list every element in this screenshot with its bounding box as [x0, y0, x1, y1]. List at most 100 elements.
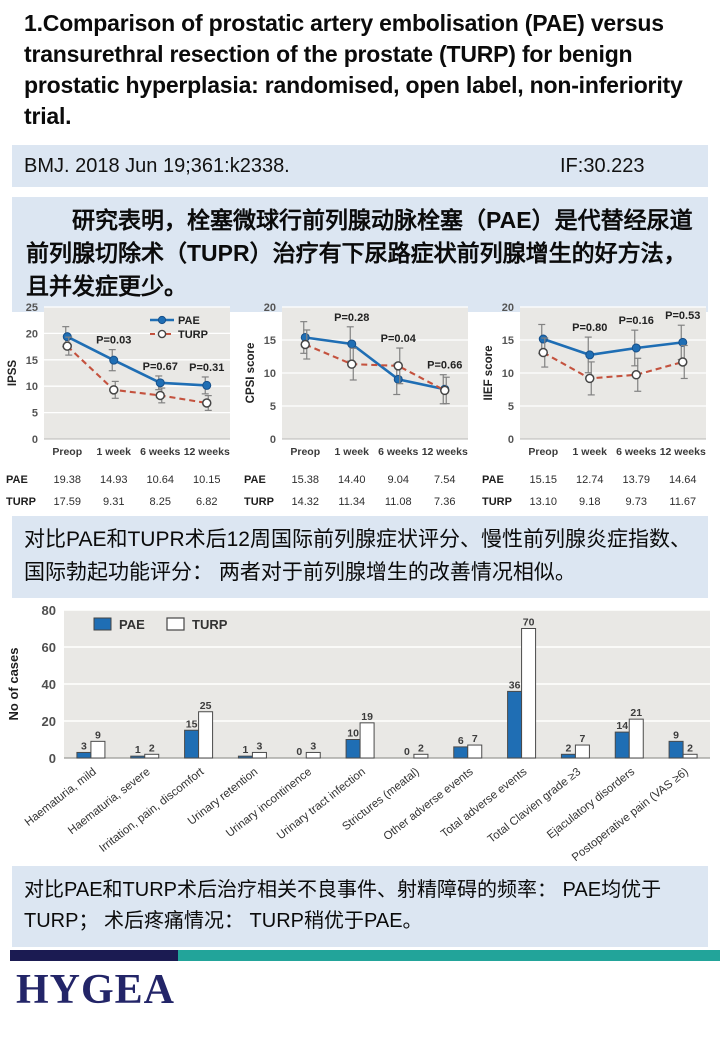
svg-text:PAE: PAE — [178, 315, 200, 327]
svg-text:12 weeks: 12 weeks — [184, 446, 230, 458]
svg-text:9.18: 9.18 — [579, 496, 600, 508]
hygea-logo: HYGEA — [16, 967, 176, 1013]
p-value-labels: P=0.03 P=0.67 P=0.31 — [96, 335, 224, 374]
svg-text:2: 2 — [565, 742, 571, 754]
svg-text:P=0.16: P=0.16 — [619, 315, 654, 327]
ipss-line-chart: 0 5 10 15 20 25 Preop 1 week 6 weeks 12 weeks IPSS… — [2, 299, 240, 513]
svg-text:Irritation, pain, discomfort: Irritation, pain, discomfort — [97, 765, 207, 854]
svg-text:TURP: TURP — [178, 329, 208, 341]
svg-text:11.08: 11.08 — [385, 496, 412, 508]
axes: 0 5 10 15 20 Preop 1 week 6 weeks 12 weeks — [264, 302, 468, 458]
svg-text:12 weeks: 12 weeks — [422, 446, 468, 458]
svg-text:1: 1 — [242, 744, 248, 756]
y-axis-label: IIEF score — [483, 346, 495, 401]
svg-text:12 weeks: 12 weeks — [660, 446, 706, 458]
summary-scores-text: 对比PAE和TUPR术后12周国际前列腺症状评分、慢性前列腺炎症指数、国际勃起功… — [12, 516, 708, 598]
svg-text:8.25: 8.25 — [150, 496, 171, 508]
svg-text:9.31: 9.31 — [103, 496, 124, 508]
svg-text:11.67: 11.67 — [669, 496, 696, 508]
svg-text:3: 3 — [256, 740, 262, 752]
summary-adverse-events-text: 对比PAE和TURP术后治疗相关不良事件、射精障碍的频率： PAE均优于TURP… — [12, 866, 708, 947]
series-turp — [300, 329, 450, 405]
svg-text:9.04: 9.04 — [388, 474, 409, 486]
svg-text:1 week: 1 week — [335, 446, 370, 458]
svg-text:40: 40 — [42, 677, 56, 692]
svg-text:15: 15 — [264, 335, 276, 347]
axes: 0 5 10 15 20 Preop 1 week 6 weeks 12 weeks — [502, 302, 706, 458]
svg-text:12.74: 12.74 — [576, 474, 604, 486]
svg-text:Preop: Preop — [290, 446, 320, 458]
p-value-labels: P=0.28 P=0.04 P=0.66 — [334, 312, 462, 372]
svg-text:17.59: 17.59 — [53, 496, 81, 508]
svg-text:10: 10 — [347, 728, 359, 740]
svg-text:14.64: 14.64 — [669, 474, 697, 486]
svg-text:14: 14 — [616, 720, 628, 732]
svg-text:1: 1 — [135, 744, 141, 756]
svg-text:3: 3 — [81, 740, 87, 752]
svg-text:P=0.03: P=0.03 — [96, 335, 131, 347]
svg-text:0: 0 — [32, 434, 38, 446]
svg-text:20: 20 — [26, 328, 38, 340]
svg-text:60: 60 — [42, 640, 56, 655]
footer-divider-teal — [178, 950, 720, 961]
svg-text:10.64: 10.64 — [146, 474, 174, 486]
svg-text:Other adverse events: Other adverse events — [382, 766, 476, 843]
paper-title: 1.Comparison of prostatic artery embolis… — [24, 10, 683, 129]
footer-divider-navy — [10, 950, 178, 961]
svg-text:19.38: 19.38 — [53, 474, 81, 486]
svg-text:7.36: 7.36 — [434, 496, 455, 508]
svg-text:13.79: 13.79 — [622, 474, 650, 486]
y-axis-label: IPSS — [7, 360, 19, 387]
svg-text:6 weeks: 6 weeks — [378, 446, 418, 458]
svg-text:15.15: 15.15 — [529, 474, 557, 486]
svg-text:TURP: TURP — [192, 617, 228, 632]
line-charts-row: 0 5 10 15 20 25 Preop 1 week 6 weeks 12 weeks IPSS… — [2, 299, 718, 513]
svg-text:P=0.66: P=0.66 — [427, 360, 462, 372]
svg-text:13.10: 13.10 — [529, 496, 557, 508]
svg-text:7.54: 7.54 — [434, 474, 455, 486]
svg-text:Postoperative pain (VAS ≥6): Postoperative pain (VAS ≥6) — [570, 766, 691, 864]
svg-text:9: 9 — [673, 729, 679, 741]
svg-text:25: 25 — [200, 700, 212, 712]
svg-text:15: 15 — [186, 718, 198, 730]
svg-text:Total Clavien grade ≥3: Total Clavien grade ≥3 — [486, 766, 584, 846]
cpsi-line-chart: 0 5 10 15 20 Preop 1 week 6 weeks 12 weeks CPSI s… — [240, 299, 478, 513]
svg-text:PAE: PAE — [6, 474, 28, 486]
svg-text:1 week: 1 week — [97, 446, 132, 458]
svg-text:0: 0 — [296, 746, 302, 758]
svg-text:9.73: 9.73 — [626, 496, 647, 508]
svg-text:20: 20 — [264, 302, 276, 314]
chart-legend: PAE TURP — [93, 617, 228, 632]
y-axis-label: CPSI score — [245, 343, 257, 404]
svg-text:6 weeks: 6 weeks — [616, 446, 656, 458]
summary-conclusion-text: 研究表明，栓塞微球行前列腺动脉栓塞（PAE）是代替经尿道前列腺切除术（TUPR）… — [12, 197, 708, 312]
svg-text:0: 0 — [49, 751, 56, 766]
svg-text:P=0.80: P=0.80 — [572, 322, 607, 334]
svg-text:P=0.28: P=0.28 — [334, 312, 369, 324]
svg-text:10: 10 — [26, 381, 38, 393]
plot-area — [44, 307, 230, 439]
citation-bar: BMJ. 2018 Jun 19;361:k2338. IF:30.223 — [12, 145, 708, 187]
svg-text:5: 5 — [32, 408, 38, 420]
series-pae — [62, 326, 212, 395]
ipss-svg: 0 5 10 15 20 25 Preop 1 week 6 weeks 12 weeks IPSS… — [6, 302, 230, 508]
data-table: PAE 15.38 14.40 9.04 7.54 TURP 14.32 11.34 11.08… — [244, 474, 455, 508]
svg-text:5: 5 — [508, 401, 514, 413]
svg-text:TURP: TURP — [244, 496, 274, 508]
svg-text:80: 80 — [42, 603, 56, 618]
data-table: PAE 15.15 12.74 13.79 14.64 TURP 13.10 9.18 9.73… — [482, 474, 697, 508]
axes: 0 5 10 15 20 25 Preop 1 week 6 weeks 12 weeks — [26, 302, 230, 458]
svg-text:6.82: 6.82 — [196, 496, 217, 508]
svg-text:2: 2 — [418, 742, 424, 754]
svg-text:PAE: PAE — [244, 474, 266, 486]
svg-text:15.38: 15.38 — [291, 474, 319, 486]
svg-text:15: 15 — [502, 335, 514, 347]
iief-svg: 0 5 10 15 20 Preop 1 week 6 weeks 12 weeks IIEF s… — [482, 302, 706, 508]
svg-text:19: 19 — [361, 711, 373, 723]
series-turp — [62, 336, 212, 411]
p-value-labels: P=0.80 P=0.16 P=0.53 — [572, 310, 700, 334]
svg-text:36: 36 — [509, 679, 521, 691]
svg-text:21: 21 — [630, 707, 642, 719]
svg-text:10: 10 — [502, 368, 514, 380]
